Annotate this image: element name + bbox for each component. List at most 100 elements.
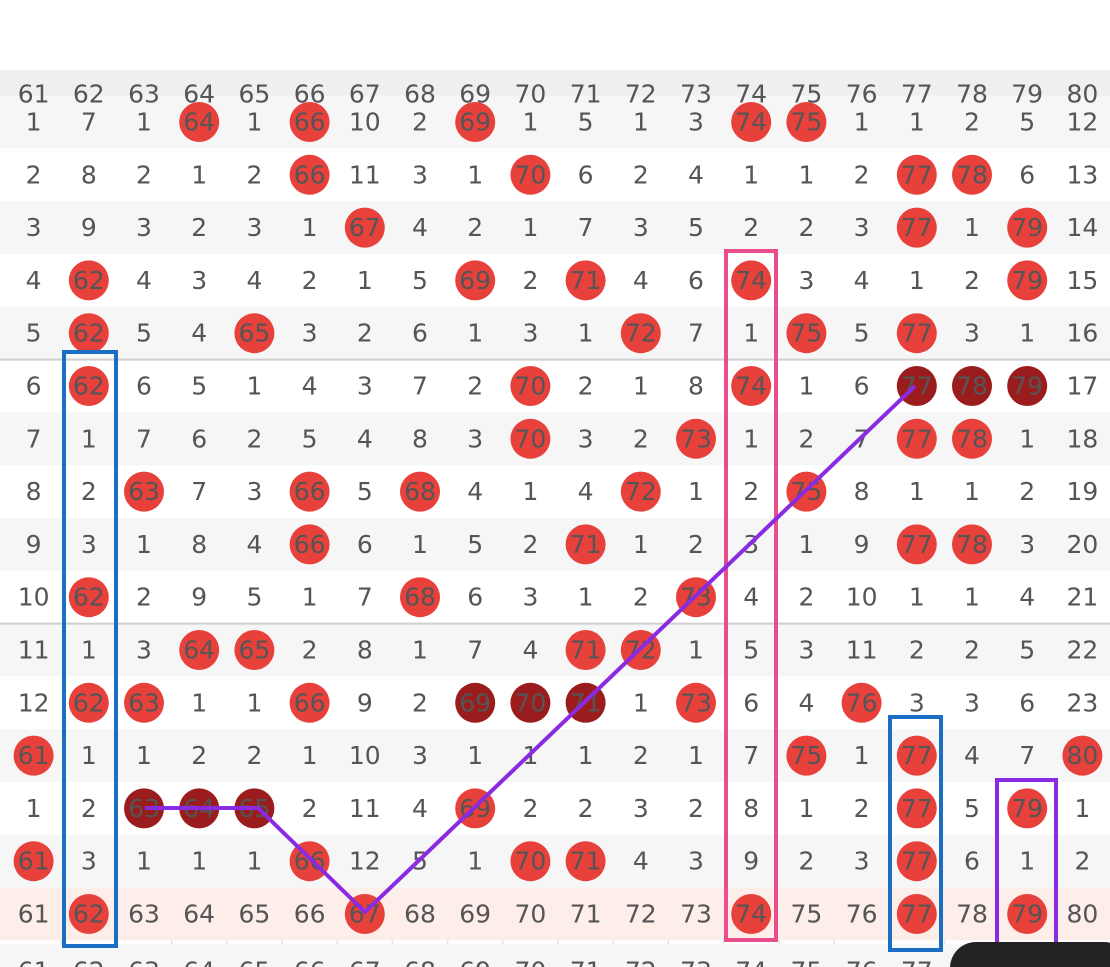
cell-number: 1 bbox=[578, 741, 594, 770]
cell-number: 76 bbox=[846, 900, 878, 929]
cell-number: 1 bbox=[467, 847, 483, 876]
cell-number: 2 bbox=[246, 424, 262, 453]
ball bbox=[896, 524, 937, 565]
cell-number: 1 bbox=[81, 636, 97, 665]
cell-number: 1 bbox=[798, 794, 814, 823]
cell-number: 8 bbox=[26, 477, 42, 506]
cell-number: 4 bbox=[191, 319, 207, 348]
cell-number: 1 bbox=[854, 108, 870, 137]
cell-number: 2 bbox=[522, 530, 538, 559]
ball-number: 66 bbox=[294, 530, 326, 559]
header-label: 61 bbox=[18, 80, 50, 109]
cell-number: 5 bbox=[467, 530, 483, 559]
ball bbox=[1007, 207, 1048, 248]
cell-number: 13 bbox=[1066, 160, 1098, 189]
cell-number: 19 bbox=[1066, 477, 1098, 506]
cell-number: 1 bbox=[909, 477, 925, 506]
cell-number: 18 bbox=[1066, 424, 1098, 453]
cell-number: 2 bbox=[357, 319, 373, 348]
cell-number: 1 bbox=[191, 160, 207, 189]
ball-number: 61 bbox=[18, 847, 50, 876]
cell-number: 1 bbox=[136, 741, 152, 770]
cell-number: 2 bbox=[136, 583, 152, 612]
cell-number: 4 bbox=[136, 266, 152, 295]
cell-number: 2 bbox=[633, 424, 649, 453]
cell-number: 4 bbox=[467, 477, 483, 506]
cell-number: 4 bbox=[26, 266, 42, 295]
cell-number: 5 bbox=[964, 794, 980, 823]
cell-number: 16 bbox=[1066, 319, 1098, 348]
cell-number: 3 bbox=[854, 847, 870, 876]
cell-number: 1 bbox=[246, 108, 262, 137]
header-label: 76 bbox=[846, 80, 878, 109]
cell-number: 10 bbox=[18, 583, 50, 612]
ball bbox=[124, 682, 164, 723]
cell-number: 4 bbox=[964, 741, 980, 770]
row-background bbox=[0, 412, 1110, 466]
cell-number: 1 bbox=[1019, 319, 1035, 348]
row-background bbox=[0, 676, 1110, 730]
cell-number: 66 bbox=[294, 956, 326, 967]
cell-number: 3 bbox=[302, 319, 318, 348]
cell-number: 2 bbox=[578, 372, 594, 401]
cell-number: 2 bbox=[688, 794, 704, 823]
cell-number: 5 bbox=[1019, 636, 1035, 665]
row-background bbox=[0, 518, 1110, 571]
ball bbox=[896, 894, 937, 934]
cell-number: 65 bbox=[238, 956, 270, 967]
cell-number: 2 bbox=[302, 636, 318, 665]
floating-button[interactable] bbox=[950, 942, 1110, 967]
cell-number: 3 bbox=[688, 108, 704, 137]
cell-number: 65 bbox=[238, 900, 270, 929]
ball bbox=[68, 682, 109, 723]
cell-number: 6 bbox=[467, 583, 483, 612]
row-background bbox=[0, 465, 1110, 518]
ball-number: 65 bbox=[238, 319, 270, 348]
cell-number: 7 bbox=[191, 477, 207, 506]
cell-number: 5 bbox=[854, 319, 870, 348]
ball bbox=[620, 471, 661, 512]
ball bbox=[731, 260, 772, 301]
cell-number: 64 bbox=[183, 956, 215, 967]
cell-number: 68 bbox=[404, 900, 436, 929]
ball bbox=[234, 313, 275, 354]
cell-number: 68 bbox=[404, 956, 436, 967]
ball bbox=[13, 735, 54, 776]
cell-number: 67 bbox=[349, 956, 381, 967]
ball-number: 77 bbox=[901, 424, 933, 453]
cell-number: 7 bbox=[688, 319, 704, 348]
cell-number: 1 bbox=[302, 583, 318, 612]
row-background bbox=[0, 623, 1110, 677]
cell-number: 2 bbox=[246, 741, 262, 770]
ball-number: 71 bbox=[570, 847, 602, 876]
cell-number: 2 bbox=[964, 636, 980, 665]
ball bbox=[289, 524, 330, 565]
cell-number: 3 bbox=[136, 213, 152, 242]
cell-number: 6 bbox=[1019, 160, 1035, 189]
cell-number: 11 bbox=[349, 794, 381, 823]
ball bbox=[13, 841, 54, 882]
cell-number: 4 bbox=[357, 424, 373, 453]
cell-number: 11 bbox=[846, 636, 878, 665]
ball-number: 79 bbox=[1011, 900, 1043, 929]
ball-number: 79 bbox=[1011, 266, 1043, 295]
cell-number: 3 bbox=[1019, 530, 1035, 559]
ball-number: 62 bbox=[73, 583, 105, 612]
cells: 61 62 63 64 65 66 67 68 69 70 71 72 73 74 75 76 77 78 79 80… bbox=[13, 80, 1103, 967]
ball-number: 69 bbox=[459, 108, 491, 137]
ball bbox=[400, 471, 440, 512]
ball-number: 68 bbox=[404, 583, 436, 612]
cell-number: 5 bbox=[191, 372, 207, 401]
cell-number: 1 bbox=[854, 741, 870, 770]
cell-number: 1 bbox=[743, 424, 759, 453]
ball bbox=[952, 418, 992, 459]
cell-number: 2 bbox=[191, 741, 207, 770]
ball bbox=[124, 471, 164, 512]
cell-number: 12 bbox=[1066, 108, 1098, 137]
cell-number: 70 bbox=[514, 956, 546, 967]
cell-number: 3 bbox=[467, 424, 483, 453]
ball-number: 77 bbox=[901, 213, 933, 242]
cell-number: 8 bbox=[81, 160, 97, 189]
ball-number: 71 bbox=[570, 530, 602, 559]
cell-number: 2 bbox=[633, 583, 649, 612]
